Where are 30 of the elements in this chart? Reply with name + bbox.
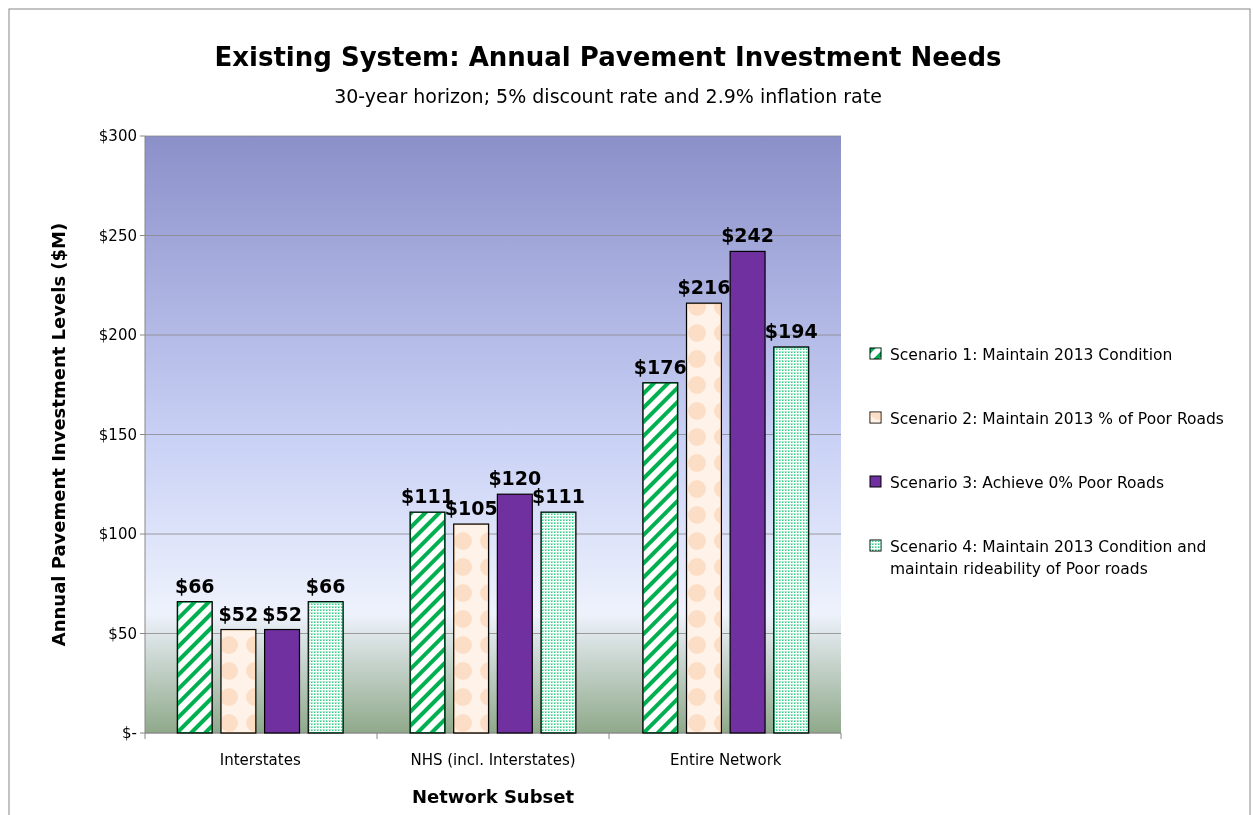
chart-subtitle: 30-year horizon; 5% discount rate and 2.9% inflation rate <box>334 85 882 107</box>
x-tick-label: NHS (incl. Interstates) <box>410 751 576 769</box>
data-label: $242 <box>721 224 775 247</box>
chart-title: Existing System: Annual Pavement Investment Needs <box>214 42 1002 72</box>
bar <box>729 250 766 734</box>
data-label: $176 <box>633 355 687 378</box>
y-axis-title: Annual Pavement Investment Levels ($M) <box>48 222 69 647</box>
x-tick-label: Interstates <box>219 751 301 769</box>
bar <box>263 628 301 734</box>
data-label: $111 <box>532 485 585 508</box>
y-tick-label: $250 <box>98 226 137 245</box>
data-label: $66 <box>305 574 346 597</box>
y-tick-label: $100 <box>98 525 137 544</box>
bar <box>496 493 533 734</box>
y-tick-label: $- <box>122 724 137 743</box>
legend-label: Scenario 4: Maintain 2013 Condition and maintain rideability of Poor roads <box>890 538 1207 578</box>
legend-label: Scenario 3: Achieve 0% Poor Roads <box>890 474 1165 492</box>
data-label: $52 <box>218 602 259 625</box>
y-tick-label: $50 <box>108 624 137 643</box>
legend-label: Scenario 2: Maintain 2013 % of Poor Roads <box>890 410 1224 428</box>
y-tick-label: $300 <box>98 127 137 146</box>
data-label: $66 <box>174 574 215 597</box>
data-label: $216 <box>677 276 731 299</box>
data-label: $194 <box>764 319 818 342</box>
x-axis-title: Network Subset <box>411 786 575 807</box>
x-tick-label: Entire Network <box>670 751 782 769</box>
legend-label: Scenario 1: Maintain 2013 Condition <box>890 346 1173 364</box>
y-tick-label: $150 <box>98 425 137 444</box>
data-label: $52 <box>262 602 302 625</box>
y-tick-label: $200 <box>98 326 137 345</box>
